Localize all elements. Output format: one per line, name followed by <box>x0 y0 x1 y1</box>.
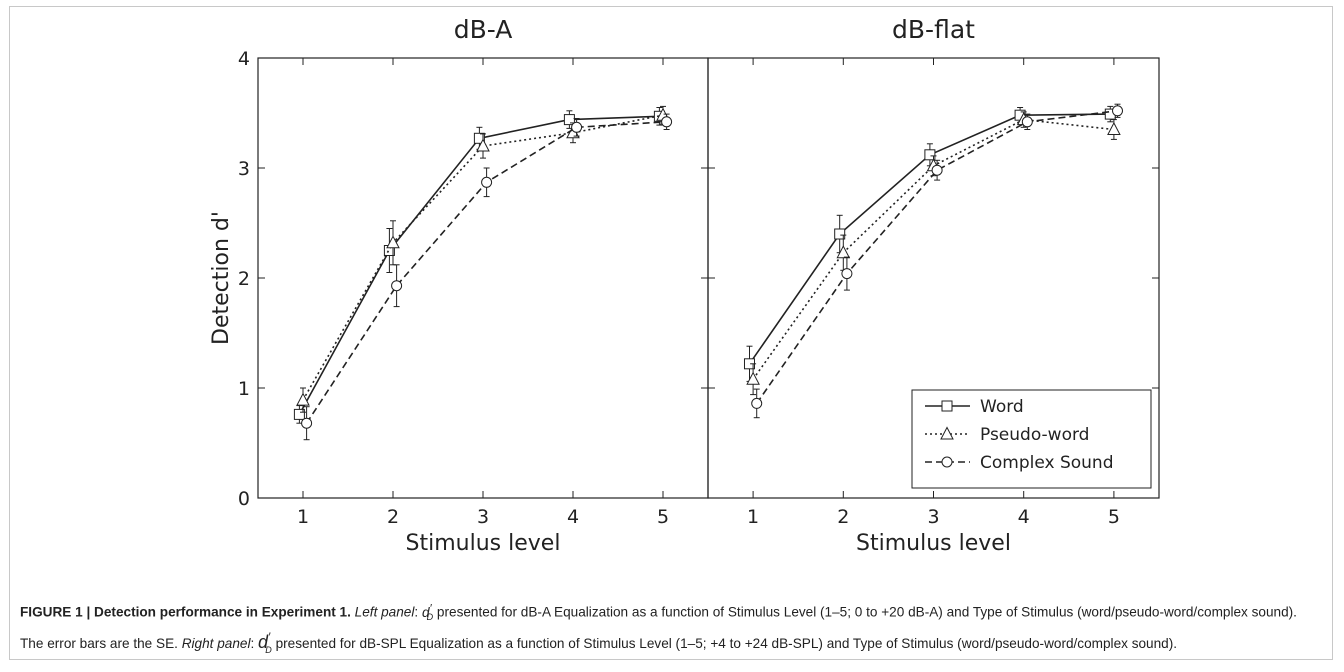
x-tick-label: 1 <box>747 506 759 528</box>
x-tick-label: 2 <box>837 506 849 528</box>
x-axis-label: Stimulus level <box>406 531 561 556</box>
series-pseudo-word <box>296 105 670 413</box>
data-point-triangle <box>296 392 310 406</box>
x-tick-label: 3 <box>477 506 489 528</box>
data-point-circle <box>841 268 853 280</box>
data-point-circle <box>931 164 943 176</box>
y-axis-label: Detection d' <box>209 211 234 345</box>
data-point-square <box>924 149 936 161</box>
legend: Word Pseudo-word Complex Sound <box>911 389 1152 489</box>
d-prime-symbol: d′D <box>258 630 272 655</box>
data-point-triangle <box>476 138 490 152</box>
x-tick-label: 2 <box>387 506 399 528</box>
y-tick-label: 2 <box>238 268 250 290</box>
series-line <box>298 115 660 415</box>
data-point-circle <box>571 121 583 133</box>
data-point-triangle <box>836 245 851 259</box>
chart-title: dB-flat <box>892 15 975 44</box>
y-tick-label: 3 <box>238 158 250 180</box>
panel-db-a: dB-A 1 2 3 4 5 Stimulus level 0 1 2 3 4 Detection d' <box>209 15 709 556</box>
legend-label: Complex Sound <box>980 453 1114 473</box>
caption-label: FIGURE 1 | Detection performance in Expe… <box>20 604 351 620</box>
legend-marker-square <box>941 400 953 412</box>
series-word <box>743 105 1116 382</box>
series-line <box>302 114 664 401</box>
series-complex-sound <box>301 113 673 441</box>
caption-left-panel-text: presented for dB-A Equalization as a fun… <box>20 604 1297 652</box>
data-point-circle <box>301 417 313 429</box>
x-tick-label: 5 <box>657 506 669 528</box>
caption-right-panel-text: presented for dB-SPL Equalization as a f… <box>271 636 1178 652</box>
panel-db-flat: dB-flat 1 2 3 4 5 Stimulus level <box>707 15 1160 556</box>
data-point-circle <box>1112 105 1124 117</box>
data-point-circle <box>751 397 763 409</box>
x-tick-label: 1 <box>297 506 309 528</box>
y-tick-label: 1 <box>238 378 250 400</box>
legend-label: Word <box>980 397 1024 417</box>
figure-caption: FIGURE 1 | Detection performance in Expe… <box>20 602 1297 655</box>
y-tick-label: 0 <box>238 488 250 510</box>
x-tick-label: 5 <box>1108 506 1120 528</box>
series-line <box>756 110 1118 404</box>
x-tick-label: 4 <box>567 506 579 528</box>
chart-title: dB-A <box>454 15 513 44</box>
data-point-square <box>834 228 846 240</box>
legend-marker-triangle <box>940 426 954 440</box>
data-point-triangle <box>386 235 400 249</box>
legend-label: Pseudo-word <box>980 425 1089 445</box>
data-point-triangle <box>1107 121 1121 135</box>
d-prime-symbol: d′D <box>421 602 434 623</box>
data-point-circle <box>391 280 403 292</box>
data-point-circle <box>661 116 673 128</box>
data-point-circle <box>1021 116 1033 128</box>
x-axis-label: Stimulus level <box>856 531 1011 556</box>
series-word <box>293 107 665 424</box>
caption-right-panel-label: Right panel <box>181 636 251 652</box>
y-tick-label: 4 <box>238 48 250 70</box>
data-point-circle <box>481 176 493 188</box>
data-point-square <box>563 114 575 126</box>
figure-frame <box>9 6 1333 660</box>
data-point-triangle <box>746 371 760 385</box>
caption-left-panel-label: Left panel <box>354 604 415 620</box>
series-line <box>305 121 667 424</box>
data-point-square <box>293 408 305 420</box>
x-tick-label: 3 <box>927 506 939 528</box>
legend-marker-circle <box>941 456 953 468</box>
plot-frame <box>257 57 709 499</box>
line-chart-figure: dB-A 1 2 3 4 5 Stimulus level 0 1 2 3 4 Detection d'… <box>209 15 1160 556</box>
data-point-square <box>473 132 485 144</box>
series-complex-sound <box>751 103 1124 419</box>
x-tick-label: 4 <box>1018 506 1030 528</box>
